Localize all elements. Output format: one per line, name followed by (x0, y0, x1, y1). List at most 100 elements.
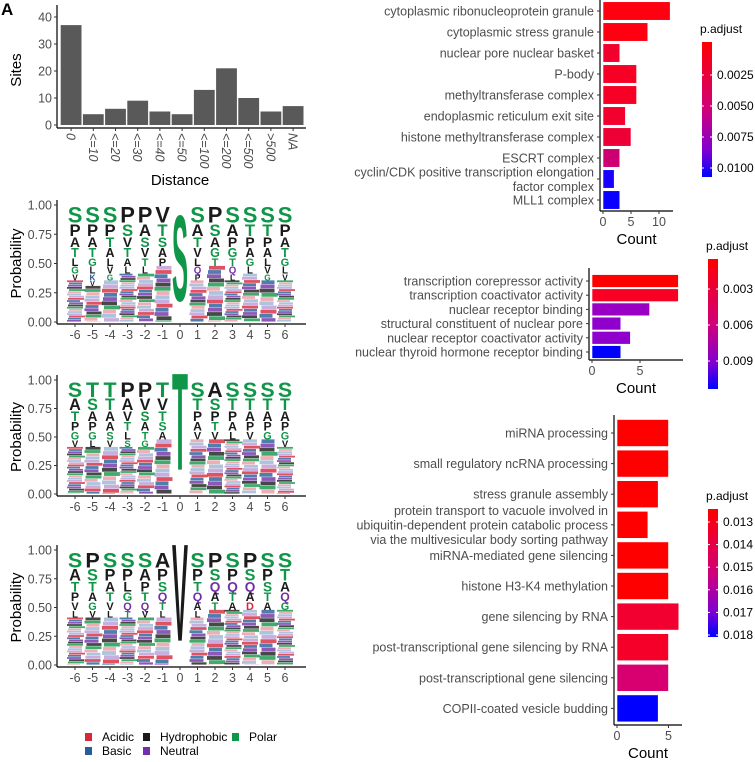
logo-minor-letter (69, 632, 84, 635)
logo-minor-letter (139, 643, 155, 646)
logo-letter: T (193, 396, 203, 414)
bar-bp (616, 510, 649, 539)
logo-minor-letter (120, 635, 134, 637)
y-tick-label: 1.00 (28, 374, 52, 388)
logo-minor-letter (85, 456, 100, 460)
x-tick-label: <=200 (219, 133, 233, 169)
logo-minor-letter (155, 659, 169, 664)
x-tick-label: 5 (665, 729, 672, 743)
logo-letter: P (120, 203, 135, 228)
logo-letter: S (209, 221, 220, 240)
bar-mf (591, 288, 679, 302)
logo-letter: A (280, 409, 290, 424)
logo-minor-letter (208, 651, 222, 656)
logo-minor-letter (279, 625, 294, 628)
legend-title: p.adjust (706, 239, 749, 253)
logo-letter: S (138, 547, 152, 572)
logo-minor-letter (261, 280, 275, 285)
logo-minor-letter (224, 293, 238, 296)
x-tick-label: 1 (194, 500, 201, 514)
logo-minor-letter (69, 659, 84, 662)
x-axis-title: Distance (151, 172, 209, 189)
logo-letter: S (245, 566, 256, 584)
logo-minor-letter (120, 284, 135, 287)
logo-letter: S (225, 378, 239, 402)
logo-minor-letter (121, 295, 137, 298)
logo-minor-letter (242, 480, 257, 484)
x-tick-label: 2 (212, 671, 219, 685)
logo-minor-letter (259, 485, 276, 490)
bar-cc (602, 43, 621, 63)
logo-minor-letter (139, 623, 153, 627)
logo-minor-letter (67, 286, 82, 289)
logo-letter: L (90, 439, 96, 450)
logo-minor-letter (139, 652, 154, 656)
logo-minor-letter (278, 653, 294, 656)
logo-minor-letter (103, 621, 118, 626)
logo-minor-letter (103, 659, 119, 664)
logo-minor-letter (261, 489, 275, 494)
logo-letter: T (124, 246, 132, 260)
x-tick-label: 0 (64, 133, 78, 140)
histogram-bar (216, 68, 237, 125)
logo-minor-letter (119, 663, 134, 665)
logo-minor-letter (85, 627, 100, 630)
logo-minor-letter (277, 479, 292, 482)
x-tick-label: -1 (157, 671, 168, 685)
logo-letter: L (229, 430, 236, 442)
logo-letter: S (106, 430, 113, 442)
x-tick-label: -4 (104, 500, 115, 514)
logo-minor-letter (209, 464, 223, 469)
logo-minor-letter (244, 445, 260, 449)
logo-minor-letter (190, 468, 205, 471)
logo-letter: T (88, 579, 97, 594)
x-axis-title: Count (616, 380, 657, 397)
y-tick-label: 0.00 (28, 316, 52, 330)
logo-minor-letter (225, 653, 241, 656)
logo-minor-letter (277, 649, 291, 652)
logo-letter: P (263, 420, 271, 434)
logo-minor-letter (278, 297, 294, 300)
logo-minor-letter (244, 635, 258, 639)
logo-minor-letter (261, 660, 275, 665)
logo-letter: P (228, 409, 237, 424)
logo-minor-letter (86, 301, 103, 305)
y-tick-label: 1.00 (28, 544, 52, 558)
logo-letter: G (123, 590, 133, 604)
logo-minor-letter (278, 457, 291, 460)
logo-minor-letter (261, 451, 278, 456)
logo-letter: G (228, 246, 238, 260)
logo-minor-letter (190, 646, 205, 650)
y-tick-label: 0.25 (28, 630, 52, 644)
logo-letter: T (280, 566, 290, 584)
logo-minor-letter (278, 660, 293, 663)
logo-minor-letter (242, 315, 257, 319)
logo-minor-letter (138, 446, 154, 450)
legend-label: Neutral (160, 744, 199, 758)
logo-minor-letter (69, 289, 85, 291)
logo-minor-letter (224, 306, 240, 309)
logo-letter: S (190, 378, 204, 402)
bar-cc (602, 85, 637, 105)
x-tick-label: 6 (282, 500, 289, 514)
logo-minor-letter (85, 285, 101, 289)
logo-minor-letter (191, 464, 205, 468)
logo-letter: A (194, 601, 202, 613)
logo-letter: V (107, 266, 114, 277)
x-tick-label: 4 (247, 671, 254, 685)
category-label: endoplasmic reticulum exit site (424, 110, 594, 124)
logo-minor-letter (225, 450, 242, 453)
logo-minor-letter (102, 301, 117, 306)
logo-minor-letter (244, 616, 260, 620)
x-tick-label: 5 (264, 671, 271, 685)
logo-minor-letter (104, 446, 118, 451)
logo-minor-letter (224, 313, 239, 316)
logo-minor-letter (242, 461, 255, 465)
logo-minor-letter (224, 629, 241, 632)
logo-minor-letter (191, 305, 205, 309)
